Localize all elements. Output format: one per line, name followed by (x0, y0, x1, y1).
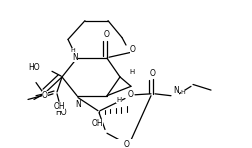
Text: HO: HO (55, 108, 67, 117)
Text: HO: HO (28, 63, 40, 72)
Text: N: N (72, 53, 78, 62)
Text: H: H (181, 90, 185, 95)
Text: O: O (124, 140, 130, 148)
Text: N: N (75, 100, 81, 109)
Text: O: O (128, 90, 134, 99)
Text: H: H (116, 97, 122, 103)
Text: O: O (130, 45, 136, 54)
Text: H: H (129, 69, 135, 75)
Text: OH: OH (53, 102, 65, 111)
Text: O: O (150, 69, 156, 78)
Text: O: O (104, 30, 110, 39)
Text: O: O (42, 91, 48, 100)
Text: H: H (71, 48, 75, 53)
Text: OH: OH (91, 119, 103, 128)
Text: N: N (173, 86, 179, 95)
